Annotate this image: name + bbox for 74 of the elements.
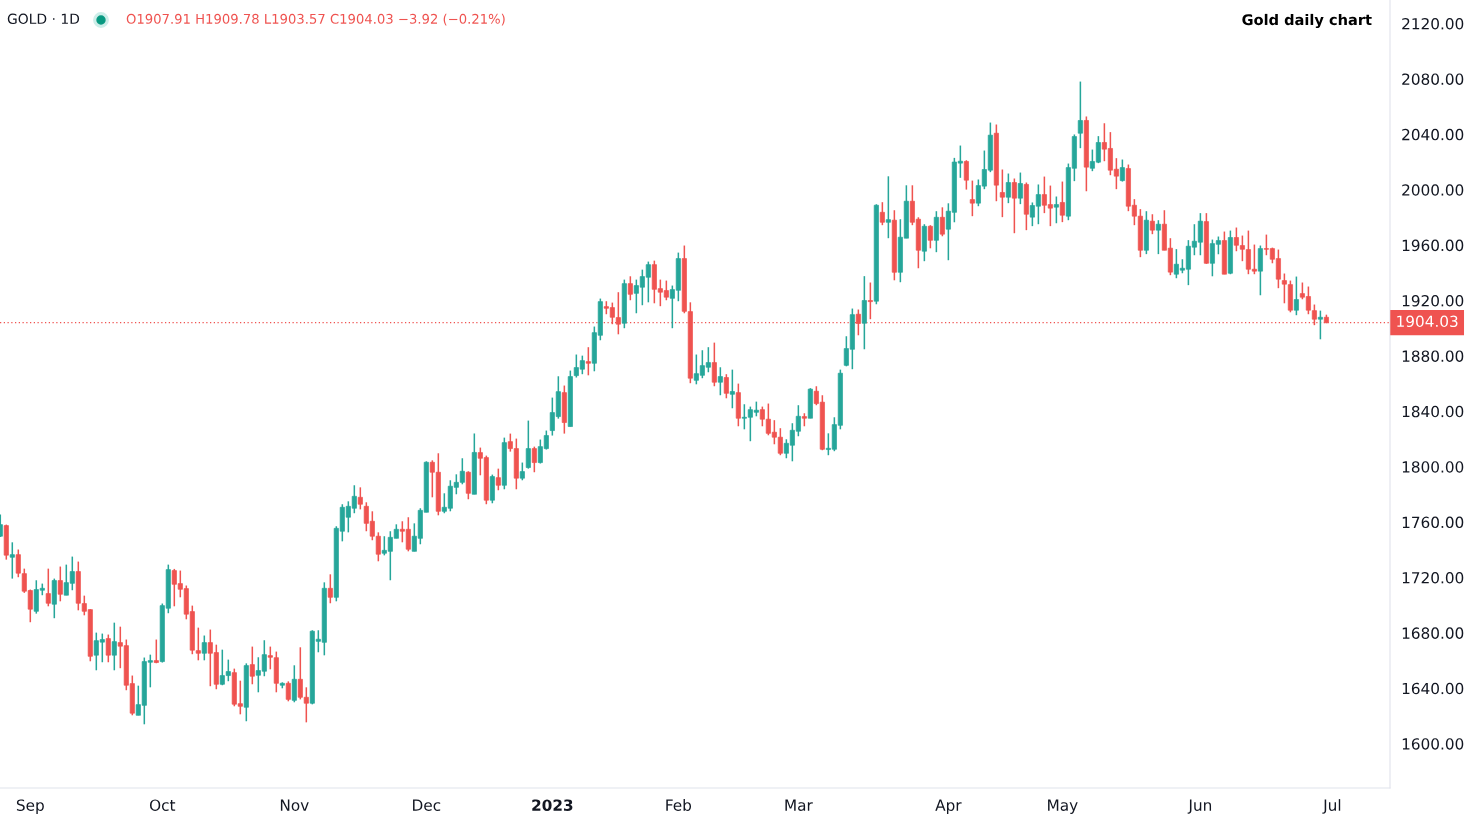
y-tick-label: 1720.00 [1402, 571, 1464, 584]
candlestick [285, 680, 291, 703]
candlestick [723, 373, 729, 400]
y-tick-label: 1600.00 [1402, 738, 1464, 750]
candlestick [933, 210, 939, 253]
candlestick [45, 567, 51, 608]
candlestick [1017, 171, 1023, 205]
candlestick [1077, 80, 1083, 149]
candlestick [249, 645, 255, 686]
y-tick-label: 1800.00 [1402, 461, 1464, 473]
y-tick-label: 1840.00 [1402, 405, 1464, 418]
candlestick [51, 577, 57, 619]
x-tick-label: Apr [935, 799, 962, 814]
candlestick [1317, 309, 1323, 341]
candlestick [489, 473, 495, 505]
x-tick-label: Sep [16, 799, 44, 814]
x-tick-label: 2023 [532, 799, 573, 811]
annotation: O1907.91 H1909.78 L1903.57 C1904.03 −3.92 (−0.21%) [126, 13, 505, 26]
candlestick [861, 275, 867, 351]
candlestick [357, 486, 363, 511]
candlestick [291, 664, 297, 704]
y-tick-label: 1880.00 [1402, 350, 1464, 362]
candlestick [627, 275, 633, 302]
ref-line-label: 1904.03 [1397, 315, 1458, 328]
candlestick [105, 633, 111, 664]
y-tick-label: 2040.00 [1402, 128, 1464, 141]
y-tick-label: 2080.00 [1402, 73, 1464, 85]
candlestick [963, 159, 969, 191]
x-tick-label: Feb [666, 799, 692, 811]
x-tick-label: Dec [413, 799, 441, 811]
candlestick [1149, 213, 1155, 235]
candlestick [867, 281, 873, 320]
y-tick-label: 1920.00 [1402, 294, 1464, 307]
candlestick [531, 445, 537, 474]
candlestick [969, 179, 975, 217]
candlestick [9, 541, 15, 580]
candlestick [729, 368, 735, 410]
candlestick [885, 175, 891, 239]
x-tick-label: Oct [149, 799, 176, 811]
candlestick [201, 634, 207, 662]
candlestick [465, 470, 471, 501]
candlestick [939, 206, 945, 238]
y-tick-label: 2120.00 [1402, 18, 1464, 30]
y-tick-label: 2000.00 [1402, 184, 1464, 196]
candlestick [927, 224, 933, 250]
candlestick [879, 201, 885, 226]
candlestick [495, 467, 501, 492]
annotation: GOLD · 1D [7, 13, 80, 25]
candlestick [327, 573, 333, 605]
candlestick [1053, 195, 1059, 225]
x-tick-label: Mar [785, 799, 813, 811]
candlestick [1119, 158, 1125, 183]
candlestick [1293, 275, 1299, 316]
candlestick [525, 419, 531, 470]
candlestick [1059, 180, 1065, 223]
candlestick [711, 341, 717, 388]
candlestick [57, 565, 63, 603]
y-tick-label: 1680.00 [1402, 627, 1464, 639]
y-tick-label: 1960.00 [1402, 239, 1464, 252]
candlestick [1155, 219, 1161, 255]
candlestick [1257, 244, 1263, 297]
x-tick-label: Nov [280, 799, 309, 811]
candlestick [999, 168, 1005, 218]
candlestick [585, 346, 591, 377]
candlestick [1005, 172, 1011, 204]
candlestick [717, 366, 723, 397]
y-tick-label: 1640.00 [1402, 682, 1464, 695]
candlestick [111, 621, 117, 672]
x-tick-label: May [1048, 799, 1078, 814]
x-tick-label: Jun [1187, 799, 1212, 814]
candlestick [1011, 177, 1017, 234]
text: Gold daily chart [1242, 13, 1372, 29]
x-tick-label: Jul [1322, 799, 1341, 814]
y-tick-label: 1760.00 [1402, 516, 1464, 529]
